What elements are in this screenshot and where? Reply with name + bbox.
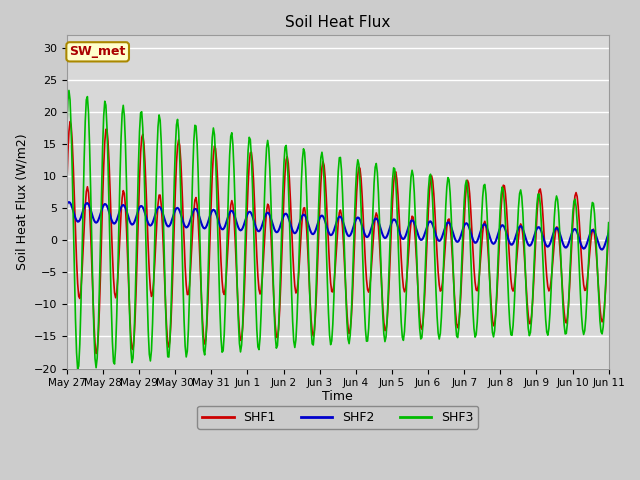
SHF2 (593, 235, 600, 240)
SHF1 (358, 193, 366, 199)
SHF1 (605, 228, 612, 234)
SHF2 (605, 230, 612, 236)
SHF3 (605, 220, 612, 226)
SHF1 (66, 119, 74, 124)
SHF1 (326, 264, 333, 270)
SHF2 (387, 223, 394, 229)
SHF3 (509, 323, 517, 328)
SHF1 (509, 288, 517, 294)
Line: SHF1: SHF1 (67, 121, 609, 353)
SHF2 (324, 229, 332, 235)
SHF2 (598, 247, 606, 252)
SHF3 (594, 276, 602, 282)
SHF1 (323, 195, 330, 201)
SHF1 (92, 350, 100, 356)
SHF2 (63, 202, 70, 207)
SHF3 (326, 332, 333, 338)
SHF2 (65, 199, 73, 205)
Line: SHF2: SHF2 (67, 202, 609, 250)
SHF1 (63, 183, 70, 189)
SHF3 (74, 366, 81, 372)
X-axis label: Time: Time (323, 390, 353, 403)
SHF3 (63, 127, 70, 132)
Title: Soil Heat Flux: Soil Heat Flux (285, 15, 390, 30)
SHF1 (594, 273, 602, 279)
SHF2 (357, 220, 365, 226)
SHF1 (388, 222, 396, 228)
SHF2 (321, 219, 329, 225)
Line: SHF3: SHF3 (67, 90, 609, 369)
SHF3 (65, 87, 73, 93)
Legend: SHF1, SHF2, SHF3: SHF1, SHF2, SHF3 (197, 406, 478, 429)
SHF2 (508, 242, 516, 248)
SHF3 (323, 244, 330, 250)
Text: SW_met: SW_met (70, 45, 126, 59)
SHF3 (388, 198, 396, 204)
Y-axis label: Soil Heat Flux (W/m2): Soil Heat Flux (W/m2) (15, 133, 28, 270)
SHF3 (358, 238, 366, 243)
